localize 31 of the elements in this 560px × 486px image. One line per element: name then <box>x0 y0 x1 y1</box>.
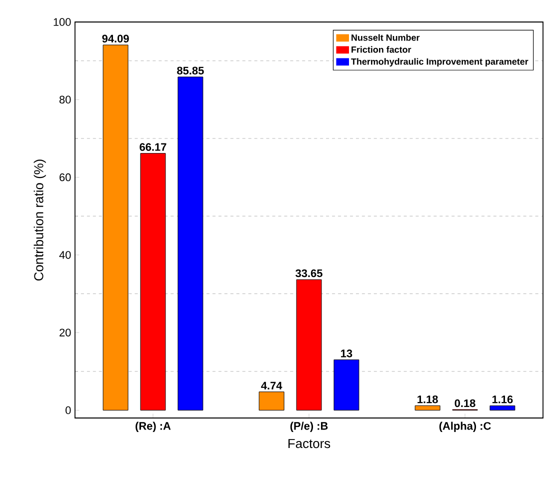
x-tick-label: (Re) :A <box>136 422 171 432</box>
data-label: 85.85 <box>177 66 204 74</box>
x-axis-title: Factors <box>288 439 330 448</box>
y-tick-label: 80 <box>60 96 71 104</box>
x-tick-label: (P/e) :B <box>290 422 328 432</box>
data-label: 1.16 <box>492 396 513 404</box>
y-tick-label: 60 <box>60 173 71 182</box>
data-label: 33.65 <box>296 269 322 278</box>
data-label: 13 <box>341 350 352 358</box>
x-tick-label: (Alpha) :C <box>439 422 491 432</box>
bar <box>140 153 166 410</box>
data-label: 66.17 <box>140 143 166 151</box>
bar <box>414 405 440 410</box>
bar <box>490 405 516 410</box>
y-tick-label: 100 <box>54 18 71 26</box>
bar <box>296 279 322 410</box>
y-axis-title: Contribution ratio (%) <box>34 160 46 281</box>
bar <box>258 392 284 410</box>
legend-label: Friction factor <box>352 46 412 53</box>
y-tick-label: 40 <box>59 251 71 259</box>
data-label: 1.18 <box>418 395 438 404</box>
data-label: 94.09 <box>102 34 129 42</box>
y-tick-label: 0 <box>66 406 71 414</box>
bar <box>178 76 204 410</box>
y-tick-label: 20 <box>60 328 71 336</box>
data-label: 0.18 <box>454 399 476 408</box>
legend-label: Nusselt Number <box>352 34 420 41</box>
bar <box>102 44 128 410</box>
bar <box>334 360 360 410</box>
data-label: 4.74 <box>261 382 282 390</box>
legend-label: Thermohydraulic Improvement parameter <box>351 58 528 67</box>
